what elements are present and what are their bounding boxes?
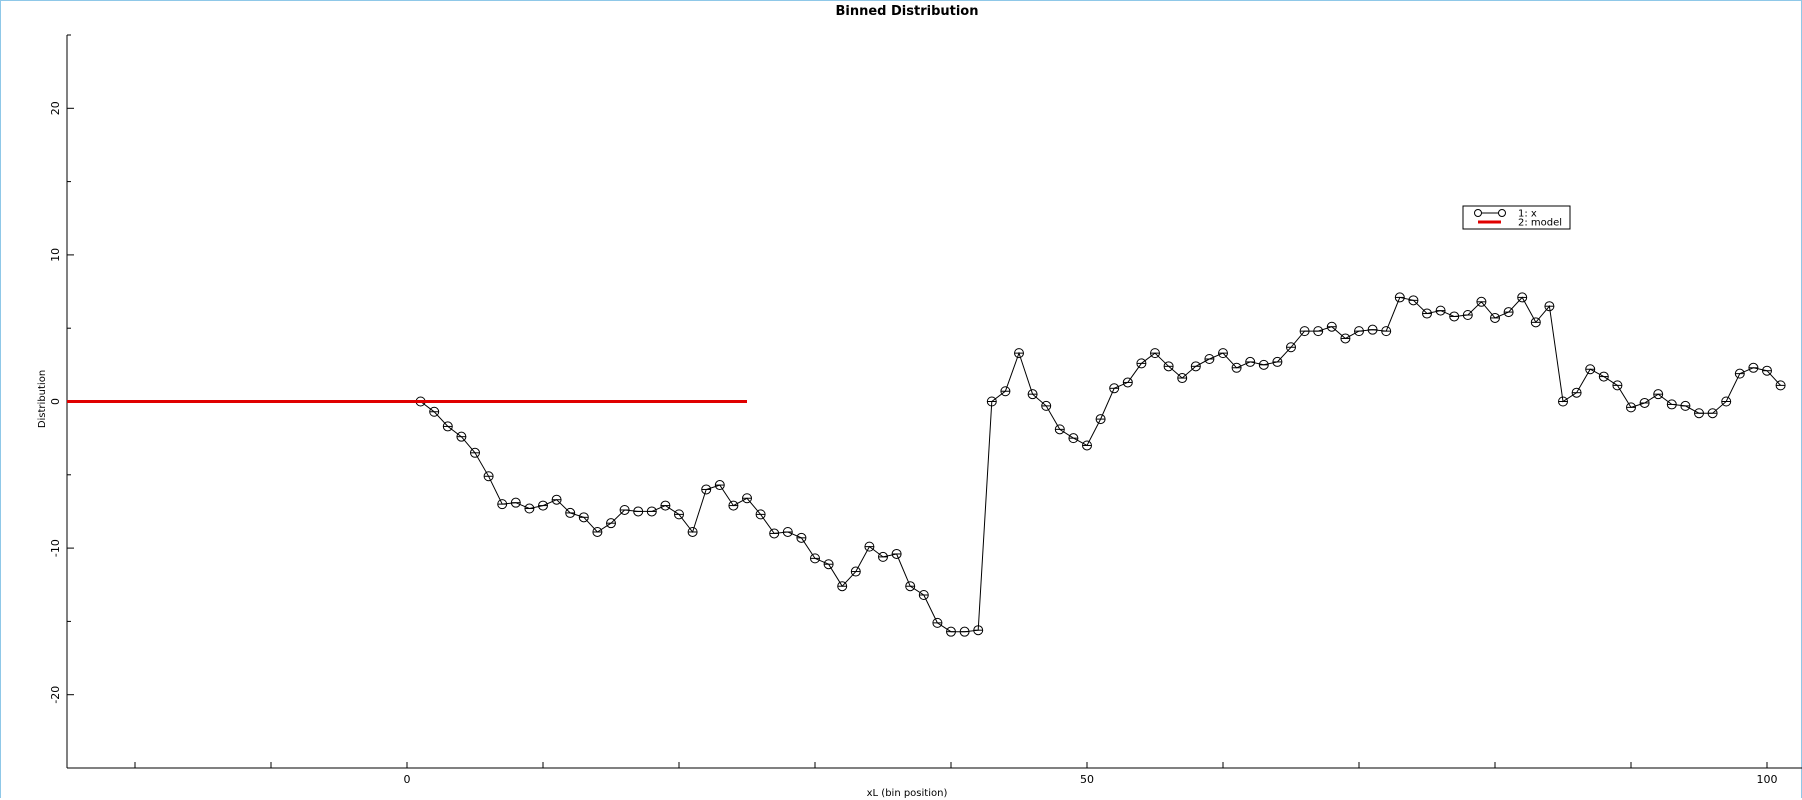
legend-marker — [1498, 209, 1506, 217]
y-tick-label: 20 — [49, 101, 62, 115]
series-line-x — [420, 296, 1781, 633]
legend-marker — [1474, 209, 1482, 217]
y-tick-label: -10 — [49, 539, 62, 557]
y-axis-label: Distribution — [37, 370, 48, 428]
chart-title: Binned Distribution — [835, 4, 978, 19]
x-tick-label: 50 — [1080, 773, 1094, 786]
legend-entry-label: 1: x — [1518, 209, 1537, 220]
plot-area — [67, 292, 1786, 637]
y-tick-label: 10 — [49, 248, 62, 262]
x-tick-label: 0 — [404, 773, 411, 786]
legend: 1: x2: model — [1462, 205, 1571, 230]
x-tick-label: 100 — [1757, 773, 1778, 786]
y-tick-label: 0 — [49, 398, 62, 405]
legend-entry-label: 2: model — [1518, 218, 1562, 229]
y-tick-label: -20 — [49, 686, 62, 704]
x-axis-label: xL (bin position) — [867, 788, 948, 799]
